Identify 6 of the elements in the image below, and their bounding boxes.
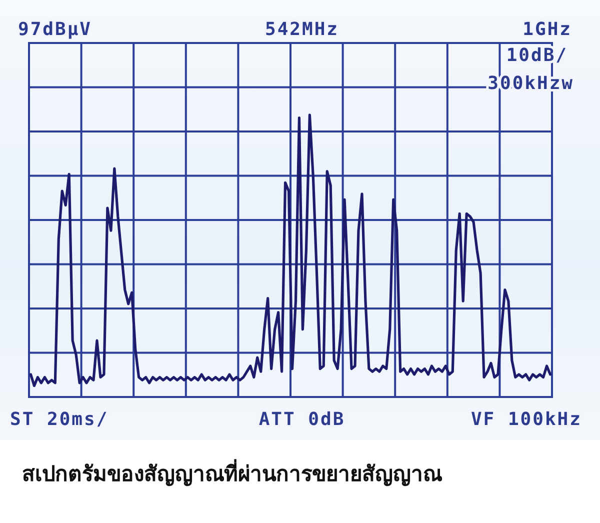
annotation: 1GHz [522, 19, 572, 40]
annotation: ST 20ms/ [10, 409, 109, 430]
annotation: 97dBμV [18, 19, 92, 40]
annotation: VF 100kHz [470, 409, 582, 430]
annotation: 542MHz [264, 19, 340, 40]
annotation: ATT 0dB [258, 409, 346, 430]
